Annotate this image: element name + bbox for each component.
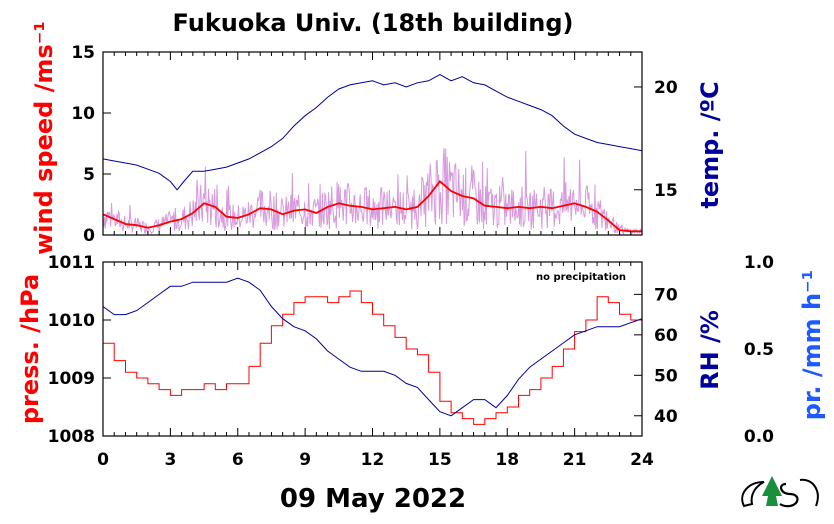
x-tick-label: 21 — [563, 450, 587, 470]
left-tick-label: 1010 — [48, 311, 95, 331]
right-tick-label: 15 — [654, 181, 678, 201]
left-tick-label: 15 — [71, 43, 95, 63]
wind-temp-panel: 0 5 10 15 15 20 wind speed /ms⁻¹ temp. /ºC — [30, 21, 724, 255]
right-axis-label: RH /% — [696, 310, 724, 390]
precip-tick-label: 0.0 — [744, 427, 774, 447]
left-tick-label: 1011 — [48, 253, 95, 273]
left-axis-label: press. /hPa — [16, 274, 44, 424]
precip-annotation: no precipitation — [536, 272, 626, 283]
x-tick-label: 0 — [97, 450, 109, 470]
x-tick-label: 24 — [630, 450, 654, 470]
wind-speed-line — [102, 179, 642, 233]
precip-axis-label: pr. /mm h⁻¹ — [798, 270, 826, 420]
date-label: 09 May 2022 — [280, 484, 466, 514]
temperature-line — [102, 74, 643, 191]
x-tick-label: 18 — [495, 450, 519, 470]
x-tick-label: 9 — [299, 450, 311, 470]
left-tick-label: 10 — [71, 104, 95, 124]
right-axis-label: temp. /ºC — [696, 81, 724, 208]
right-tick-label: 40 — [654, 407, 678, 427]
right-tick-label: 60 — [654, 326, 678, 346]
precip-tick-label: 0.5 — [744, 340, 774, 360]
plot-frame — [102, 261, 643, 437]
right-tick-label: 70 — [654, 285, 678, 305]
left-tick-label: 1008 — [48, 427, 95, 447]
left-tick-label: 5 — [83, 165, 95, 185]
right-tick-label: 50 — [654, 366, 678, 386]
left-tick-label: 0 — [83, 226, 95, 246]
humidity-line — [102, 277, 643, 417]
left-axis-label: wind speed /ms⁻¹ — [30, 21, 58, 255]
right-tick-label: 20 — [654, 78, 678, 98]
x-tick-label: 6 — [232, 450, 244, 470]
wind-raw-line — [102, 147, 643, 236]
left-tick-label: 1009 — [48, 369, 95, 389]
precip-tick-label: 1.0 — [744, 253, 774, 273]
x-tick-label: 3 — [164, 450, 176, 470]
chart-title: Fukuoka Univ. (18th building) — [173, 9, 574, 37]
x-tick-label: 12 — [361, 450, 385, 470]
logo — [741, 476, 819, 508]
x-tick-label: 15 — [428, 450, 452, 470]
pressure-line — [103, 290, 643, 425]
